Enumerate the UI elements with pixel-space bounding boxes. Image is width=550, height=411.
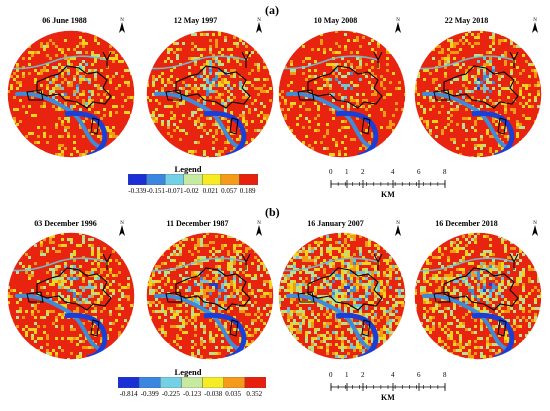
legend-tick-label: 0.035: [225, 390, 242, 398]
legend-swatch: [138, 377, 161, 388]
legend-tick-label: -0.151: [146, 187, 165, 195]
legend-title-a: Legend: [174, 164, 202, 174]
north-arrow-icon: N: [532, 221, 538, 236]
map-title-b1: 03 December 1996: [34, 219, 97, 228]
legend-swatch: [128, 174, 147, 185]
map-a2: [146, 30, 274, 158]
legend-ticks-b: -0.814 -0.399 -0.225 -0.123 -0.038 0.035 0.352: [106, 390, 278, 400]
legend-tick-label: -0.071: [165, 187, 184, 195]
scale-tick-label: 6: [417, 168, 421, 176]
legend-tick-label: 0.189: [239, 187, 256, 195]
legend-swatch: [181, 377, 203, 388]
legend-swatch: [244, 377, 266, 388]
panel-label-a: (a): [265, 3, 279, 17]
north-arrow-icon: N: [119, 221, 125, 236]
scale-tick-label: 4: [391, 168, 395, 176]
scale-unit-label: KM: [381, 190, 395, 199]
map-a3: [278, 30, 406, 158]
legend-colorbar-b: [118, 377, 266, 388]
legend-swatch: [220, 174, 240, 185]
scale-tick-label: 1: [345, 371, 349, 379]
legend-tick-label: 0.021: [202, 187, 219, 195]
legend-tick-label: -0.02: [184, 187, 199, 195]
legend-tick-label: -0.225: [161, 390, 180, 398]
panel-label-b: (b): [265, 205, 280, 219]
scale-bar-b: 0 1 2 4 6 8 KM: [325, 371, 451, 405]
legend-swatch: [202, 174, 222, 185]
legend-swatch: [223, 377, 246, 388]
legend-swatch: [183, 174, 203, 185]
scale-bar-a: 0 1 2 4 6 8 KM: [325, 168, 451, 202]
map-title-a1: 06 June 1988: [42, 16, 87, 25]
scale-tick-label: 8: [443, 371, 447, 379]
north-arrow-icon: N: [256, 221, 262, 236]
legend-swatch: [160, 377, 182, 388]
map-title-b2: 11 December 1987: [166, 219, 229, 228]
legend-swatch: [146, 174, 166, 185]
map-b2: [146, 232, 274, 360]
legend-tick-label: -0.339: [128, 187, 147, 195]
map-title-a4: 22 May 2018: [444, 16, 489, 25]
map-b4: [414, 232, 542, 360]
legend-tick-label: -0.038: [204, 390, 223, 398]
legend-colorbar-a: [128, 174, 258, 185]
scale-tick-label: 2: [361, 168, 365, 176]
scale-tick-label: 2: [361, 371, 365, 379]
scale-tick-label: 0: [329, 168, 333, 176]
scale-tick-label: 1: [345, 168, 349, 176]
north-arrow-icon: N: [119, 18, 125, 33]
legend-swatch: [239, 174, 258, 185]
map-a4: [414, 30, 542, 158]
scale-tick-label: 4: [391, 371, 395, 379]
scale-unit-label: KM: [381, 393, 395, 402]
legend-tick-label: -0.814: [119, 390, 138, 398]
scale-bar-line: [330, 383, 446, 391]
north-arrow-icon: N: [395, 18, 401, 33]
legend-swatch: [164, 174, 184, 185]
legend-tick-label: -0.399: [140, 390, 159, 398]
north-arrow-icon: N: [532, 18, 538, 33]
scale-tick-label: 8: [443, 168, 447, 176]
map-title-a3: 10 May 2008: [313, 16, 358, 25]
map-b1: [7, 232, 135, 360]
legend-swatch: [118, 377, 140, 388]
legend-swatch: [202, 377, 224, 388]
scale-tick-label: 6: [417, 371, 421, 379]
map-title-b3: 16 January 2007: [307, 219, 364, 228]
map-title-b4: 16 December 2018: [435, 219, 498, 228]
scale-bar-line: [330, 180, 446, 188]
legend-title-b: Legend: [174, 367, 202, 377]
map-a1: [7, 30, 135, 158]
legend-tick-label: 0.057: [221, 187, 237, 195]
legend-ticks-a: -0.339 -0.151 -0.071 -0.02 0.021 0.057 0.189: [112, 187, 270, 197]
legend-tick-label: -0.123: [183, 390, 202, 398]
scale-tick-label: 0: [329, 371, 333, 379]
map-title-a2: 12 May 1997: [173, 16, 218, 25]
map-b3: [278, 232, 406, 360]
legend-tick-label: 0.352: [246, 390, 263, 398]
north-arrow-icon: N: [395, 221, 401, 236]
north-arrow-icon: N: [256, 18, 262, 33]
